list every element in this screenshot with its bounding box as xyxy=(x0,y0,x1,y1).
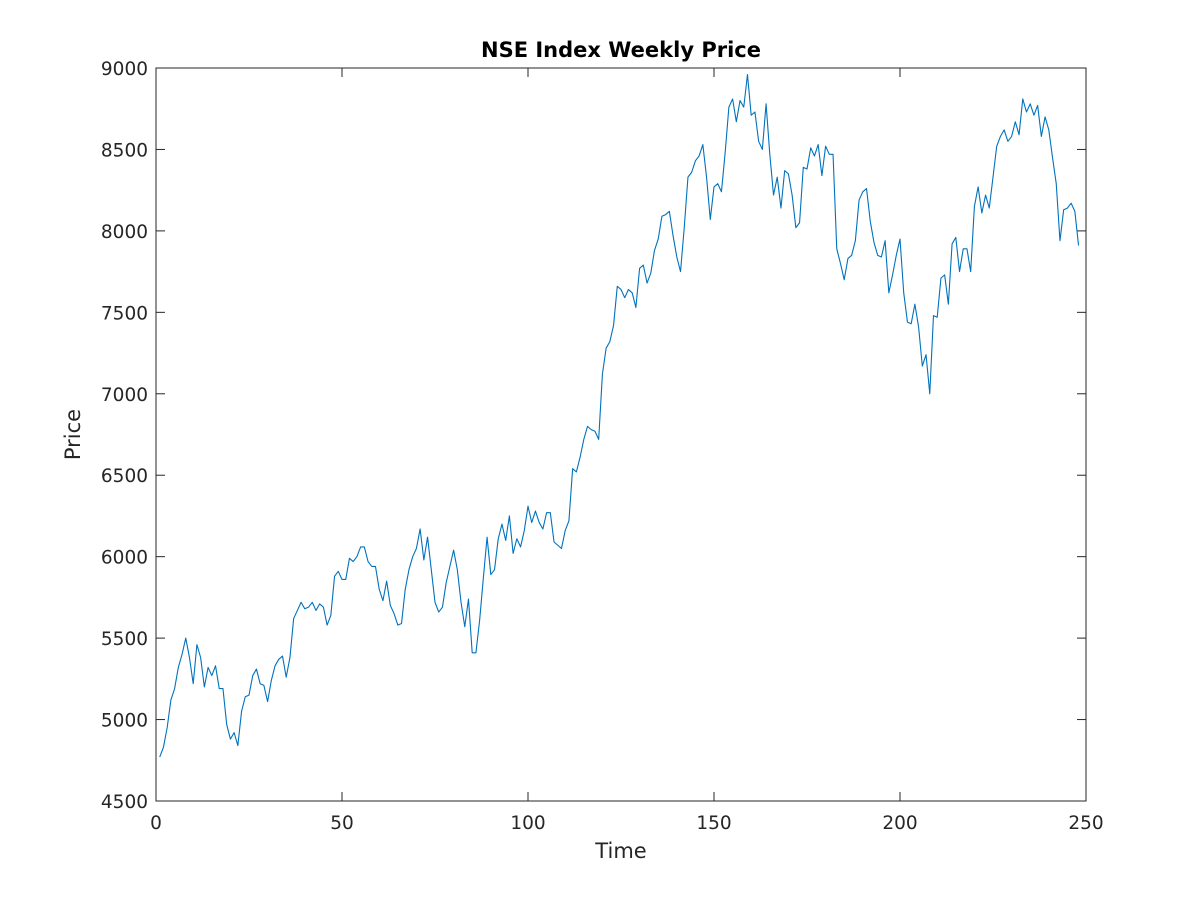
y-tick-label: 8000 xyxy=(101,222,148,243)
y-tick-label: 5500 xyxy=(101,629,148,650)
x-tick-label: 0 xyxy=(150,813,162,834)
plot-area xyxy=(156,68,1086,801)
x-tick-label: 250 xyxy=(1068,813,1103,834)
x-tick-label: 200 xyxy=(882,813,917,834)
y-tick-label: 6500 xyxy=(101,466,148,487)
x-tick-label: 100 xyxy=(510,813,545,834)
chart-title: NSE Index Weekly Price xyxy=(481,38,761,62)
y-tick-label: 7500 xyxy=(101,303,148,324)
y-axis-label: Price xyxy=(61,409,85,460)
y-tick-label: 8500 xyxy=(101,140,148,161)
y-tick-label: 5000 xyxy=(101,711,148,732)
y-tick-label: 9000 xyxy=(101,59,148,80)
y-tick-label: 4500 xyxy=(101,792,148,813)
tick-labels: 0 50 100 150 200 250 4500 5000 5500 6000 6500 7000 7… xyxy=(101,59,1104,834)
x-axis-label: Time xyxy=(594,839,646,863)
y-tick-label: 7000 xyxy=(101,385,148,406)
price-series-line xyxy=(159,73,1080,758)
x-tick-label: 50 xyxy=(330,813,354,834)
y-tick-label: 6000 xyxy=(101,548,148,569)
series-layer xyxy=(159,73,1080,758)
x-tick-label: 150 xyxy=(696,813,731,834)
axes-box xyxy=(155,67,1087,802)
